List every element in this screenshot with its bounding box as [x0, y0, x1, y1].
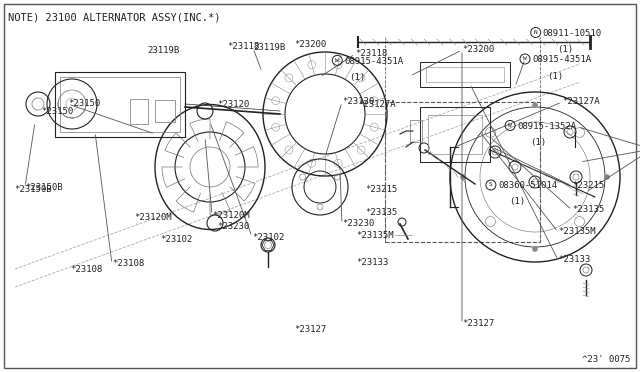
Text: *23102: *23102	[160, 235, 192, 244]
Text: *23150B: *23150B	[25, 183, 63, 192]
Bar	[426, 67, 504, 82]
Text: *23150: *23150	[42, 107, 74, 116]
Text: *23150B: *23150B	[14, 185, 52, 194]
Text: *23230: *23230	[218, 222, 250, 231]
Text: *23200: *23200	[294, 40, 326, 49]
Text: *23215: *23215	[572, 182, 604, 190]
Bar	[130, 99, 148, 124]
Text: *23102: *23102	[252, 232, 284, 241]
Text: *23200: *23200	[462, 45, 494, 55]
Text: W: W	[508, 123, 512, 128]
Text: *23120: *23120	[218, 100, 250, 109]
Circle shape	[532, 103, 538, 108]
Text: *23133: *23133	[356, 258, 388, 267]
Text: *23150: *23150	[68, 99, 100, 109]
Text: 23119B: 23119B	[147, 46, 179, 55]
Text: *23118: *23118	[227, 42, 259, 51]
Bar	[428, 115, 482, 154]
Bar	[385, 102, 540, 242]
Bar	[410, 120, 422, 142]
Text: *23127: *23127	[294, 325, 326, 334]
Text: *23133: *23133	[558, 256, 590, 264]
Circle shape	[605, 174, 609, 180]
Text: W: W	[335, 58, 339, 63]
Text: *23127A: *23127A	[562, 97, 600, 106]
Circle shape	[461, 174, 465, 180]
Text: *23108: *23108	[112, 260, 144, 269]
Text: 08915-4351A: 08915-4351A	[532, 55, 591, 64]
Text: *23135M: *23135M	[356, 231, 394, 240]
Text: *23230: *23230	[342, 219, 374, 228]
Text: 08911-10510: 08911-10510	[543, 29, 602, 38]
Circle shape	[532, 247, 538, 251]
Text: S: S	[489, 183, 493, 187]
Text: *23127A: *23127A	[358, 100, 396, 109]
Text: *23215: *23215	[365, 185, 397, 194]
Text: *23135: *23135	[365, 208, 397, 217]
Text: 08915-4351A: 08915-4351A	[344, 57, 403, 66]
Text: (1): (1)	[530, 138, 546, 147]
Text: (1): (1)	[547, 73, 563, 81]
Text: NOTE) 23100 ALTERNATOR ASSY(INC.*): NOTE) 23100 ALTERNATOR ASSY(INC.*)	[8, 12, 221, 22]
Text: *23120M: *23120M	[134, 213, 172, 222]
Bar	[60, 77, 180, 132]
Bar	[420, 62, 510, 87]
Text: *23120M: *23120M	[212, 211, 250, 219]
Bar	[155, 100, 175, 122]
Text: *23127: *23127	[462, 320, 494, 328]
Text: N: N	[534, 30, 538, 35]
Text: *23135: *23135	[572, 205, 604, 215]
Text: *23108: *23108	[70, 265, 102, 274]
Text: (1): (1)	[509, 197, 525, 206]
Text: (1): (1)	[557, 45, 573, 54]
Text: *23118: *23118	[355, 49, 387, 58]
Text: (1): (1)	[349, 73, 365, 81]
Bar	[420, 107, 490, 162]
Text: W: W	[523, 57, 527, 61]
Bar	[55, 72, 185, 137]
Text: *23120: *23120	[342, 97, 374, 106]
Text: 08360-51014: 08360-51014	[498, 182, 557, 190]
Text: *23135M: *23135M	[558, 228, 596, 237]
Text: ^23' 0075: ^23' 0075	[582, 355, 630, 364]
Text: 08915-1352A: 08915-1352A	[517, 122, 576, 131]
Text: 23119B: 23119B	[253, 44, 285, 52]
